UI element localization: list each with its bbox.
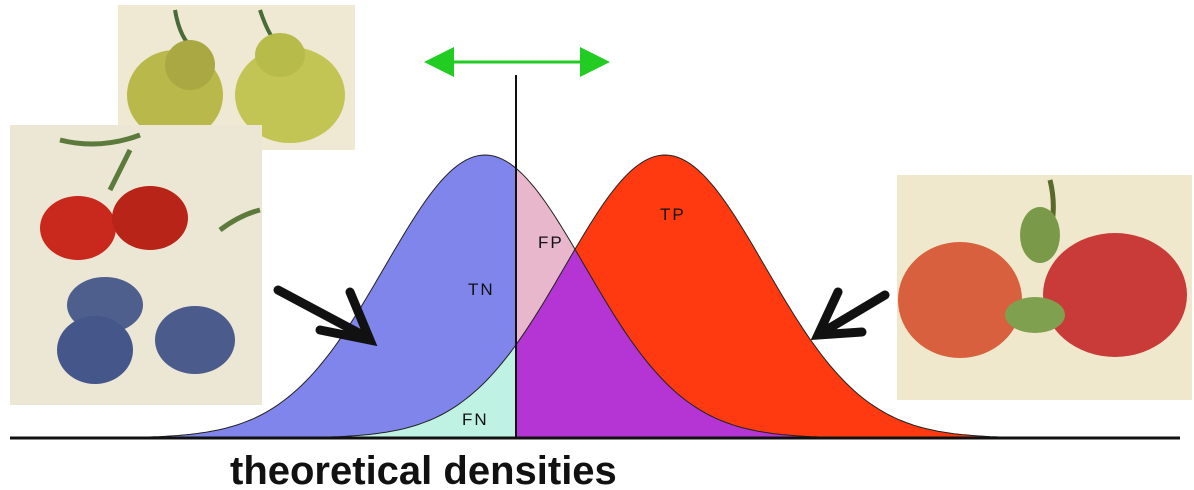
fn-label: FN — [462, 410, 489, 429]
region-group — [150, 155, 1000, 438]
apples-picture — [897, 175, 1192, 400]
fp-label: FP — [538, 233, 564, 252]
tp-label: TP — [660, 205, 686, 224]
caption: theoretical densities — [230, 449, 617, 490]
apples-plums-picture — [10, 125, 262, 405]
tn-label: TN — [468, 280, 495, 299]
overlap-region — [150, 155, 1000, 438]
diagram: TN FP TP FN theoretical densities — [0, 0, 1194, 490]
density-curves — [150, 155, 1000, 438]
arrow-left — [278, 290, 370, 340]
arrow-right — [818, 292, 885, 335]
